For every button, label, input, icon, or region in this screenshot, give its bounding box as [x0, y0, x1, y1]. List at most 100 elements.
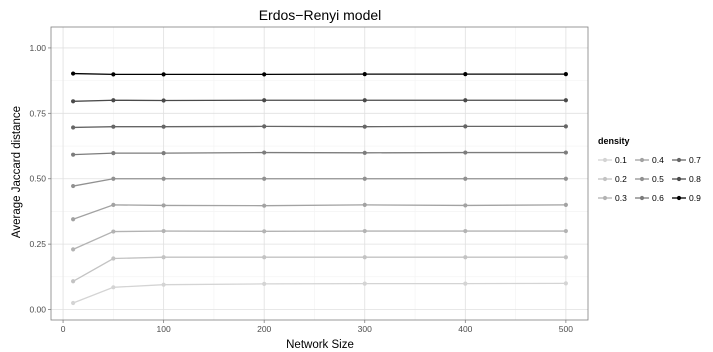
y-axis-title: Average Jaccard distance: [11, 106, 23, 238]
data-point: [161, 124, 166, 129]
legend-key-point: [676, 195, 682, 201]
series-layer: [71, 71, 568, 306]
data-point: [111, 124, 116, 129]
legend-label: 0.8: [689, 174, 701, 184]
legend-label: 0.2: [615, 174, 627, 184]
x-tick-label: 0: [61, 324, 66, 334]
data-point: [111, 98, 116, 103]
legend-label: 0.7: [689, 155, 701, 165]
legend-key-point: [639, 157, 645, 163]
data-point: [563, 150, 568, 155]
y-tick-label: 0.75: [29, 108, 46, 118]
data-point: [563, 71, 568, 77]
series-0-7: [71, 124, 568, 130]
data-point: [563, 228, 568, 234]
data-point: [262, 176, 267, 181]
legend-key-point: [602, 157, 608, 163]
data-point: [262, 98, 267, 103]
y-tick-label: 0.25: [29, 239, 46, 249]
data-point: [463, 176, 468, 181]
data-point: [463, 228, 468, 234]
data-point: [161, 150, 166, 156]
data-point: [563, 202, 568, 207]
data-point: [111, 202, 116, 207]
data-point: [563, 255, 568, 260]
data-point: [463, 71, 468, 77]
legend-item-0-7: 0.7: [672, 155, 701, 165]
plot-border: [50, 26, 589, 321]
legend-label: 0.4: [652, 155, 664, 165]
legend: density 0.1 0.2 0.3 0.4 0.5 0.6 0.7 0.8 0.9: [598, 136, 701, 203]
legend-label: 0.6: [652, 193, 664, 203]
legend-item-0-2: 0.2: [598, 174, 627, 184]
data-point: [563, 124, 568, 129]
series-0-3: [71, 228, 568, 252]
data-point: [362, 281, 367, 286]
chart-title: Erdos−Renyi model: [259, 7, 382, 23]
plot-background: [51, 27, 588, 320]
data-point: [111, 150, 116, 156]
data-point: [262, 72, 267, 77]
data-point: [563, 281, 568, 286]
data-point: [362, 202, 367, 207]
legend-item-0-4: 0.4: [635, 155, 664, 165]
data-point: [161, 176, 166, 181]
data-point: [161, 203, 166, 208]
data-point: [161, 72, 166, 77]
data-point: [161, 98, 166, 103]
legend-item-0-6: 0.6: [635, 193, 664, 203]
data-point: [71, 247, 76, 252]
y-axis: 0.00 0.25 0.50 0.75 1.00: [29, 43, 51, 315]
x-axis-title: Network Size: [286, 339, 354, 351]
legend-key-point: [639, 176, 645, 182]
data-point: [111, 176, 116, 181]
data-point: [71, 217, 76, 222]
data-point: [463, 150, 468, 155]
data-point: [262, 229, 267, 234]
data-point: [71, 279, 76, 284]
legend-key-point: [602, 195, 608, 201]
x-axis: 0 100 200 300 400 500: [61, 320, 573, 334]
data-point: [111, 72, 116, 77]
series-0-6: [71, 150, 568, 157]
legend-key-point: [602, 176, 608, 182]
data-point: [463, 203, 468, 208]
x-tick-label: 200: [257, 324, 271, 334]
data-point: [563, 176, 568, 181]
x-tick-label: 100: [157, 324, 171, 334]
data-point: [463, 255, 468, 260]
data-point: [262, 281, 267, 286]
y-tick-label: 0.00: [29, 305, 46, 315]
x-tick-label: 400: [458, 324, 472, 334]
data-point: [362, 124, 367, 129]
legend-label: 0.1: [615, 155, 627, 165]
series-0-1: [71, 281, 568, 306]
series-0-9: [71, 71, 568, 77]
data-point: [71, 99, 76, 104]
data-point: [362, 228, 367, 234]
legend-key-point: [639, 195, 645, 201]
data-point: [111, 229, 116, 234]
data-point: [161, 255, 166, 260]
series-0-2: [71, 255, 568, 284]
plot-panel: [50, 26, 589, 321]
data-point: [71, 183, 76, 189]
legend-item-0-8: 0.8: [672, 174, 701, 184]
legend-title: density: [598, 136, 630, 146]
y-tick-label: 0.50: [29, 174, 46, 184]
legend-item-0-1: 0.1: [598, 155, 627, 165]
data-point: [161, 282, 166, 287]
data-point: [362, 71, 367, 77]
legend-label: 0.5: [652, 174, 664, 184]
data-point: [262, 255, 267, 260]
data-point: [362, 176, 367, 181]
data-point: [262, 124, 267, 129]
legend-label: 0.9: [689, 193, 701, 203]
data-point: [111, 256, 116, 261]
legend-key-point: [676, 157, 682, 163]
data-point: [111, 285, 116, 290]
data-point: [563, 98, 568, 103]
legend-label: 0.3: [615, 193, 627, 203]
data-point: [262, 150, 267, 155]
